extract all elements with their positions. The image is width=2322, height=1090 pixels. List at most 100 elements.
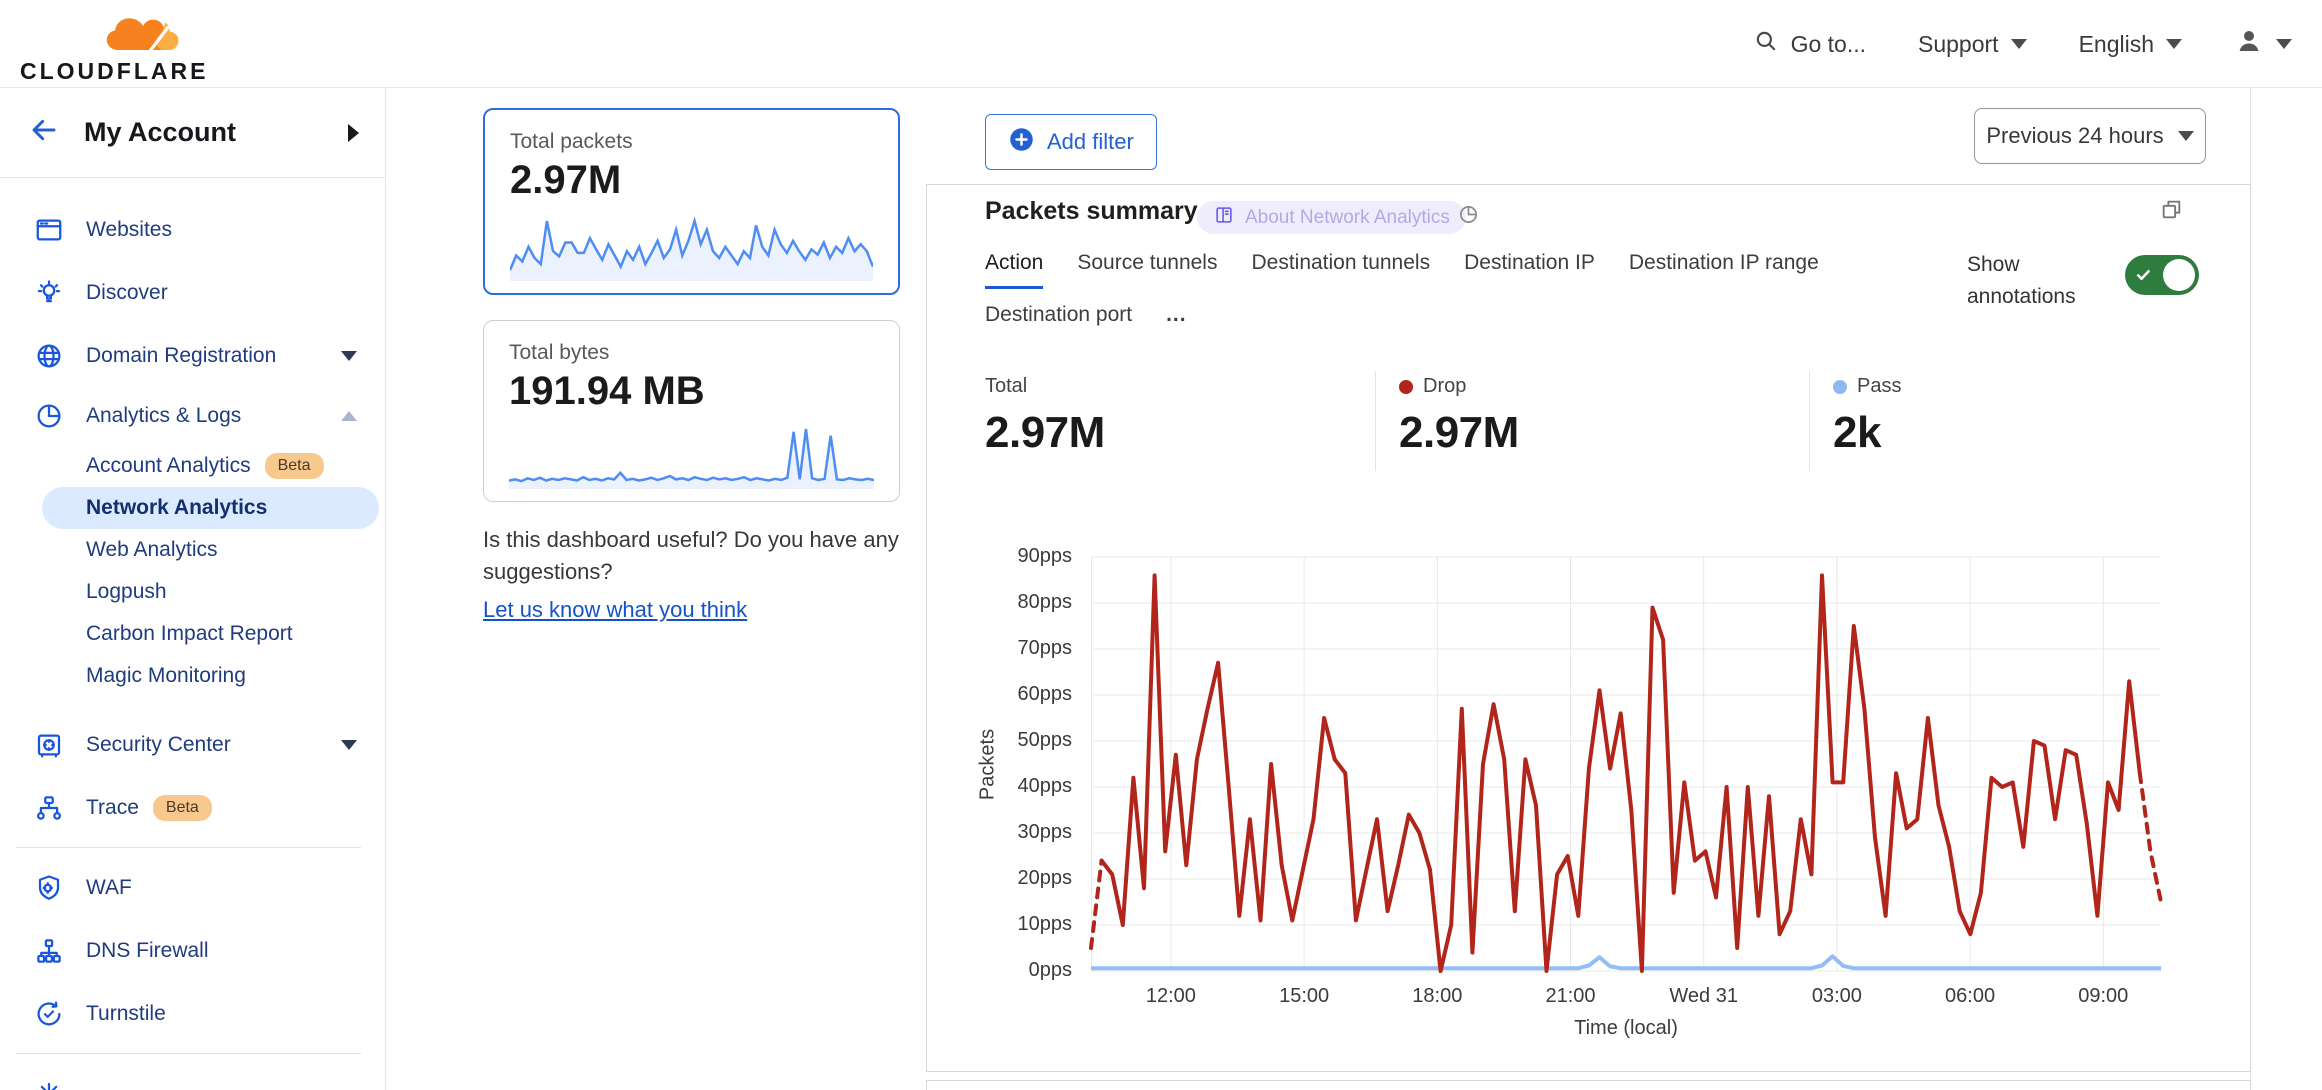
tab-destination-port[interactable]: Destination port: [985, 303, 1133, 326]
globe-icon: [34, 341, 64, 371]
y-axis-tick: 0pps: [1028, 959, 1072, 981]
sidebar-item-trace[interactable]: Trace Beta: [0, 776, 385, 839]
feedback-block: Is this dashboard useful? Do you have an…: [483, 524, 933, 626]
total-bytes-sparkline: [509, 423, 874, 489]
y-axis-tick: 30pps: [1017, 821, 1073, 843]
total-packets-value: 2.97M: [510, 158, 622, 202]
expand-panel-icon[interactable]: [2159, 197, 2184, 227]
chevron-down-icon: [2166, 39, 2182, 49]
y-axis-tick: 70pps: [1017, 637, 1073, 659]
y-axis-tick: 10pps: [1017, 913, 1073, 935]
time-range-dropdown[interactable]: Previous 24 hours: [1974, 108, 2206, 164]
show-annotations-label: Show annotations: [1967, 253, 2076, 308]
pie-chart-icon: [34, 401, 64, 431]
about-network-analytics-badge[interactable]: About Network Analytics: [1197, 201, 1466, 234]
x-axis-tick: 09:00: [2078, 985, 2129, 1007]
sidebar-item-magic-monitoring[interactable]: Magic Monitoring: [86, 664, 246, 687]
goto-search[interactable]: Go to...: [1753, 28, 1866, 60]
dimension-tabs: Action Source tunnels Destination tunnel…: [985, 251, 1819, 289]
sidebar: My Account Websites Discover Domain Regi…: [0, 88, 386, 1090]
tab-source-tunnels[interactable]: Source tunnels: [1077, 251, 1218, 274]
show-annotations-toggle[interactable]: [2125, 255, 2199, 295]
cloudflare-logo[interactable]: CLOUDFLARE: [20, 6, 205, 84]
account-header: My Account: [0, 88, 385, 178]
sidebar-item-domain-registration[interactable]: Domain Registration: [0, 324, 385, 387]
starburst-icon: [34, 1079, 64, 1090]
sidebar-nav: Websites Discover Domain Registration An…: [0, 178, 385, 1090]
more-tabs-button[interactable]: ...: [1166, 303, 1187, 326]
stat-divider: [1375, 371, 1376, 471]
sidebar-item-logpush[interactable]: Logpush: [86, 580, 167, 603]
back-arrow-icon[interactable]: [28, 114, 60, 151]
x-axis-tick: 03:00: [1811, 985, 1862, 1007]
account-title: My Account: [84, 117, 237, 147]
chart-y-axis-title: Packets: [976, 728, 999, 801]
sidebar-item-partial[interactable]: [0, 1062, 385, 1090]
panel-title: Packets summary: [985, 197, 1198, 225]
y-axis-tick: 50pps: [1017, 729, 1073, 751]
tab-action[interactable]: Action: [985, 251, 1044, 289]
x-axis-tick: 06:00: [1945, 985, 1996, 1007]
language-menu[interactable]: English: [2079, 31, 2182, 58]
support-menu[interactable]: Support: [1918, 31, 2027, 58]
chart-x-axis-title: Time (local): [1574, 1017, 1678, 1039]
stat-pass-value: 2k: [1833, 408, 1881, 457]
safe-icon: [34, 730, 64, 760]
book-icon: [1213, 204, 1235, 232]
toggle-knob: [2163, 259, 2195, 291]
sidebar-item-web-analytics[interactable]: Web Analytics: [86, 538, 218, 561]
sidebar-item-dns-firewall[interactable]: DNS Firewall: [0, 919, 385, 982]
app-header: CLOUDFLARE Go to... Support English: [0, 0, 2322, 88]
dimension-tabs-row2: Destination port ...: [985, 303, 1187, 338]
sidebar-item-security-center[interactable]: Security Center: [0, 713, 385, 776]
y-axis-tick: 80pps: [1017, 591, 1073, 613]
feedback-question: Is this dashboard useful? Do you have an…: [483, 527, 899, 584]
shield-gear-icon: [34, 873, 64, 903]
sidebar-item-waf[interactable]: WAF: [0, 856, 385, 919]
sidebar-item-turnstile[interactable]: Turnstile: [0, 982, 385, 1045]
drop-legend-dot: [1399, 379, 1413, 394]
tab-destination-ip[interactable]: Destination IP: [1464, 251, 1595, 274]
x-axis-tick: Wed 31: [1669, 985, 1738, 1007]
sidebar-item-carbon-impact-report[interactable]: Carbon Impact Report: [86, 622, 293, 645]
stat-drop: Drop 2.97M: [1399, 375, 1519, 457]
add-filter-button[interactable]: Add filter: [985, 114, 1157, 170]
sidebar-item-websites[interactable]: Websites: [0, 198, 385, 261]
tab-destination-ip-range[interactable]: Destination IP range: [1628, 251, 1819, 274]
packets-chart-plot: [1089, 556, 2163, 973]
x-axis-tick: 15:00: [1279, 985, 1330, 1007]
trace-icon: [34, 793, 64, 823]
total-packets-sparkline: [510, 215, 873, 281]
websites-icon: [34, 215, 64, 245]
cloudflare-cloud-icon: [98, 10, 194, 65]
lightbulb-icon: [34, 278, 64, 308]
total-bytes-value: 191.94 MB: [509, 369, 705, 413]
chevron-down-icon: [341, 739, 357, 750]
hierarchy-icon: [34, 936, 64, 966]
chevron-right-icon[interactable]: [348, 123, 359, 142]
sidebar-item-discover[interactable]: Discover: [0, 261, 385, 324]
sidebar-item-account-analytics[interactable]: Account Analytics Beta: [0, 445, 385, 487]
y-axis-tick: 90pps: [1017, 545, 1073, 567]
turnstile-check-icon: [34, 999, 64, 1029]
packets-chart[interactable]: [1089, 556, 2163, 973]
time-pie-icon[interactable]: [1457, 203, 1480, 231]
sidebar-item-analytics-logs[interactable]: Analytics & Logs: [0, 387, 385, 445]
y-axis-tick: 60pps: [1017, 683, 1073, 705]
header-menu: Go to... Support English: [1753, 0, 2292, 88]
feedback-link[interactable]: Let us know what you think: [483, 597, 748, 622]
pass-legend-dot: [1833, 379, 1847, 394]
total-bytes-card[interactable]: Total bytes 191.94 MB: [483, 320, 900, 502]
user-icon: [2234, 26, 2264, 62]
user-menu[interactable]: [2234, 26, 2292, 62]
sidebar-item-network-analytics[interactable]: Network Analytics: [42, 487, 379, 529]
tab-destination-tunnels[interactable]: Destination tunnels: [1251, 251, 1431, 274]
sidebar-divider: [16, 847, 361, 848]
stat-drop-value: 2.97M: [1399, 408, 1519, 457]
cloudflare-wordmark: CLOUDFLARE: [20, 58, 209, 84]
chevron-down-icon: [2276, 39, 2292, 49]
total-packets-card[interactable]: Total packets 2.97M: [483, 108, 900, 295]
chevron-down-icon: [341, 350, 357, 361]
beta-badge: Beta: [152, 794, 212, 821]
